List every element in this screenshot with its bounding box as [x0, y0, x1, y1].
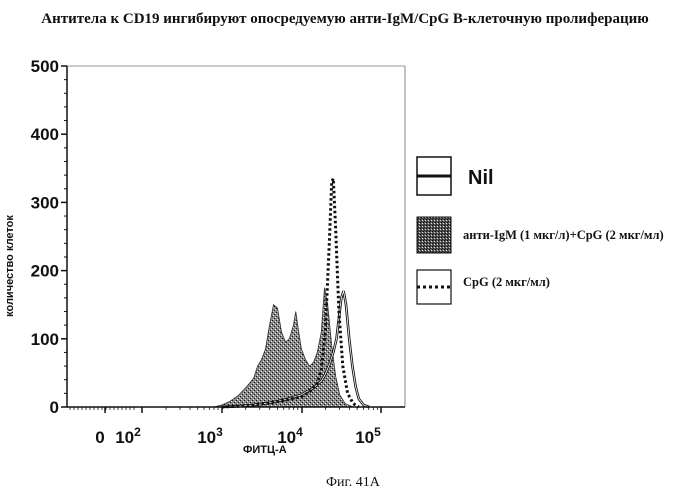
axes: 01002003004005000102103104105 [31, 57, 405, 447]
chart-title: Антитела к CD19 ингибируют опосредуемую … [41, 11, 648, 27]
legend-item-anti-igm-cpg: анти-IgM (1 мкг/л)+CpG (2 мкг/мл) [417, 217, 664, 253]
legend-label-anti-igm-cpg: анти-IgM (1 мкг/л)+CpG (2 мкг/мл) [463, 228, 664, 242]
y-tick-label: 100 [31, 330, 59, 349]
legend-item-cpg: CpG (2 мкг/мл) [417, 270, 550, 304]
series-anti-igm-cpg-area [214, 288, 354, 407]
legend-label-nil: Nil [468, 167, 494, 189]
y-tick-label: 200 [31, 262, 59, 281]
legend-label-cpg: CpG (2 мкг/мл) [463, 275, 550, 289]
y-tick-label: 0 [50, 398, 59, 417]
legend: Nil анти-IgM (1 мкг/л)+CpG (2 мкг/мл) Cp… [417, 157, 664, 304]
legend-swatch-anti-igm-cpg [417, 217, 451, 253]
x-tick-label: 105 [355, 425, 381, 447]
y-tick-label: 300 [31, 193, 59, 212]
y-tick-label: 400 [31, 125, 59, 144]
figure-caption: Фиг. 41А [326, 475, 381, 490]
y-tick-label: 500 [31, 57, 59, 76]
x-axis-label: ФИТЦ-А [243, 444, 287, 456]
x-tick-label: 0 [95, 428, 104, 447]
x-tick-label: 102 [115, 425, 141, 447]
plot-area [214, 179, 369, 408]
legend-item-nil: Nil [417, 157, 494, 195]
legend-swatch-cpg [417, 270, 451, 304]
y-axis-label: количество клеток [4, 215, 16, 317]
x-tick-label: 103 [197, 425, 223, 447]
